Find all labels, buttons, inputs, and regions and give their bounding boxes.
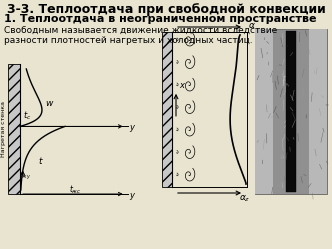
Bar (162, 32, 172, 187)
Bar (255, 29, 273, 194)
Bar (286, 31, 296, 192)
Text: y: y (129, 123, 134, 132)
Text: Нагретая стенка: Нагретая стенка (2, 101, 7, 157)
Text: $\alpha$: $\alpha$ (248, 21, 256, 30)
Text: $t_{жу}$: $t_{жу}$ (19, 170, 31, 182)
Text: 3-3. Теплоотдача при свободной конвекции: 3-3. Теплоотдача при свободной конвекции (7, 3, 325, 16)
Text: t: t (38, 157, 42, 166)
Text: w: w (45, 99, 52, 108)
Text: $t_{жс}$: $t_{жс}$ (69, 184, 81, 196)
Text: 1. Теплоотдача в неограниченном пространстве: 1. Теплоотдача в неограниченном простран… (4, 14, 316, 24)
Text: x: x (179, 81, 184, 90)
Bar (255, 29, 327, 194)
Bar (8, 64, 20, 194)
Text: $\alpha_z$: $\alpha_z$ (239, 193, 250, 203)
Text: Свободным называется движение жидкости вследствие: Свободным называется движение жидкости в… (4, 26, 277, 35)
Text: разности плотностей нагретых и холодных частиц.: разности плотностей нагретых и холодных … (4, 36, 253, 45)
Bar (309, 29, 327, 194)
Text: $t_c$: $t_c$ (23, 110, 32, 123)
Text: y: y (129, 190, 134, 199)
